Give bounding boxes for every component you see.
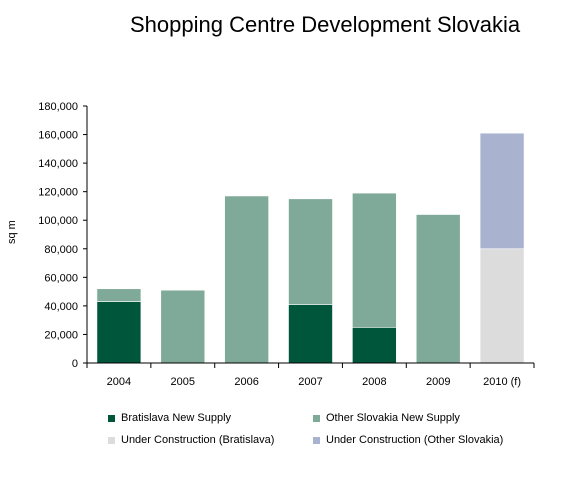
x-tick-label: 2008 — [362, 376, 386, 388]
bar-2007-series-1 — [288, 198, 333, 305]
x-tick-label: 2007 — [298, 376, 322, 388]
y-tick-label: 160,000 — [38, 130, 78, 142]
y-tick-label: 80,000 — [44, 244, 78, 256]
legend-row: Bratislava New Supply Other Slovakia New… — [108, 407, 548, 429]
bar-2004-series-0 — [96, 301, 142, 364]
legend-label: Bratislava New Supply — [121, 412, 232, 424]
bar-2010f-series-3 — [479, 132, 525, 250]
x-tick-label: 2005 — [171, 376, 195, 388]
legend-swatch — [108, 414, 115, 422]
bar-2006-series-1 — [224, 195, 269, 364]
x-tick-label: 2010 (f) — [483, 376, 521, 388]
legend-label: Other Slovakia New Supply — [326, 412, 460, 424]
y-tick-label: 0 — [72, 358, 78, 370]
bar-2009-series-1 — [415, 214, 461, 364]
legend: Bratislava New Supply Other Slovakia New… — [108, 407, 548, 451]
legend-swatch — [108, 436, 115, 444]
chart-title: Shopping Centre Development Slovakia — [130, 12, 521, 37]
legend-label: Under Construction (Bratislava) — [121, 434, 275, 446]
y-axis-ticks: 0 20,000 40,000 60,000 80,000 100,000 120,000 1… — [38, 101, 87, 370]
y-tick-label: 60,000 — [44, 272, 78, 284]
bar-2007-series-0 — [288, 304, 333, 364]
bar-2010f-series-2 — [479, 248, 525, 364]
x-tick-label: 2009 — [426, 376, 450, 388]
legend-swatch — [313, 414, 320, 422]
legend-item-under-construction-other-slovakia: Under Construction (Other Slovakia) — [313, 434, 548, 446]
y-tick-label: 120,000 — [38, 187, 78, 199]
bar-2008-series-0 — [352, 327, 397, 364]
legend-item-bratislava-new-supply: Bratislava New Supply — [108, 412, 313, 424]
y-tick-label: 20,000 — [44, 329, 78, 341]
chart-plot: 0 20,000 40,000 60,000 80,000 100,000 120,000 1… — [38, 101, 535, 388]
x-tick-label: 2006 — [234, 376, 258, 388]
x-axis-ticks: 2004 2005 2006 2007 2008 2009 2010 (f) — [86, 363, 535, 388]
legend-swatch — [313, 436, 320, 444]
legend-row: Under Construction (Bratislava) Under Co… — [108, 429, 548, 451]
bar-2004-series-1 — [96, 288, 142, 302]
legend-item-other-slovakia-new-supply: Other Slovakia New Supply — [313, 412, 548, 424]
y-tick-label: 40,000 — [44, 301, 78, 313]
y-tick-label: 140,000 — [38, 158, 78, 170]
bar-2005-series-1 — [160, 289, 206, 364]
legend-label: Under Construction (Other Slovakia) — [326, 434, 504, 446]
x-tick-label: 2004 — [107, 376, 131, 388]
bars-group — [96, 132, 525, 364]
y-tick-label: 100,000 — [38, 215, 78, 227]
y-tick-label: 180,000 — [38, 101, 78, 113]
legend-item-under-construction-bratislava: Under Construction (Bratislava) — [108, 434, 313, 446]
bar-2008-series-1 — [352, 192, 397, 328]
